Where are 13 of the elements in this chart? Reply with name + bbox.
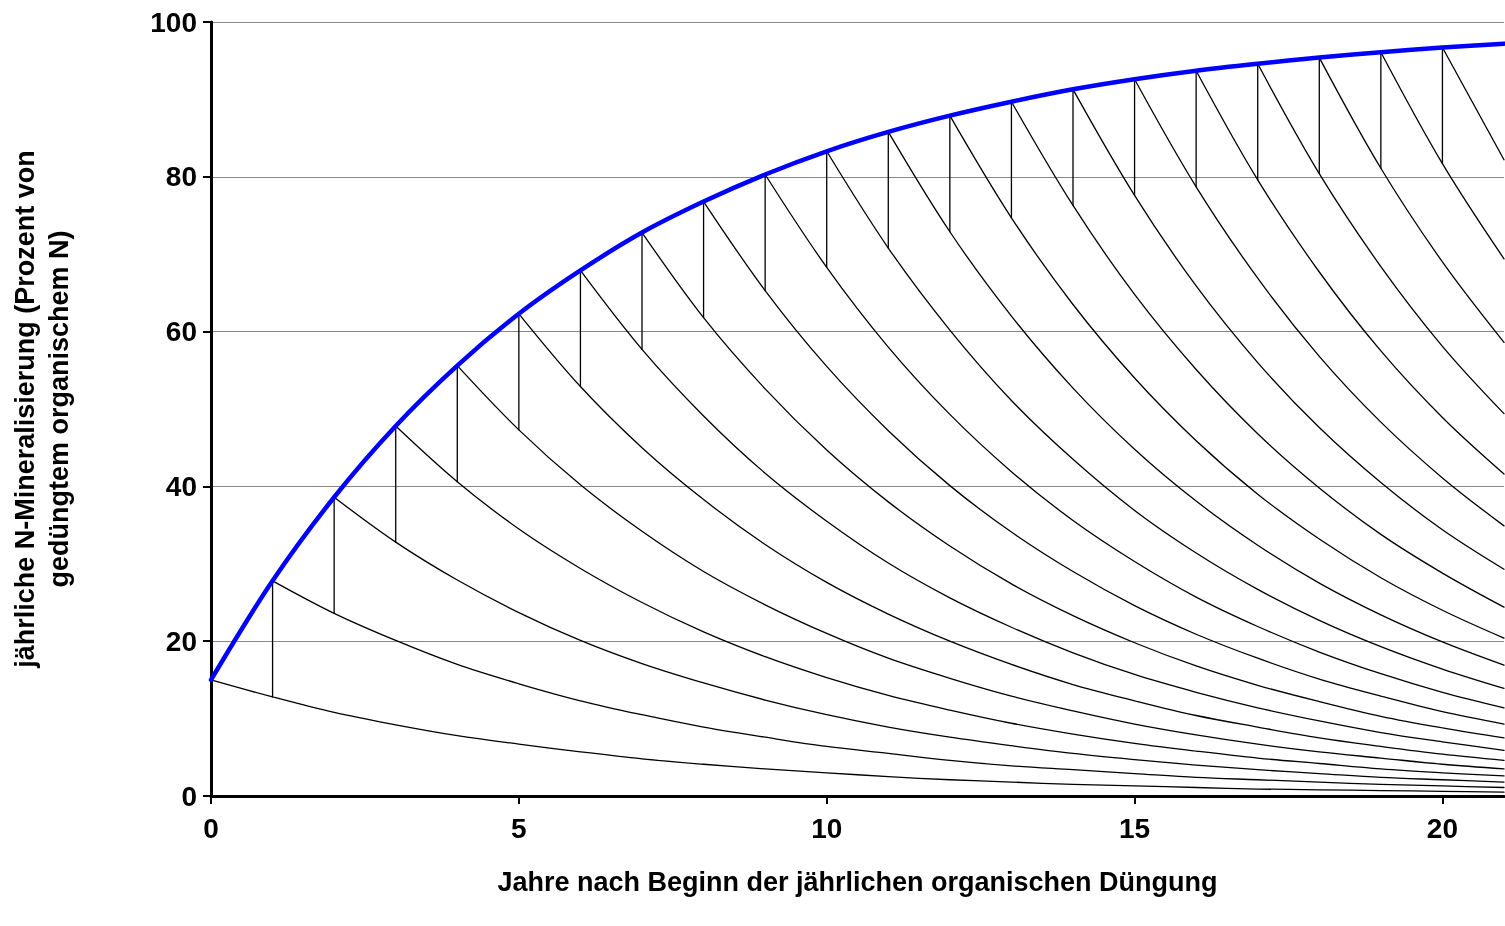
y-tick-label: 0 [181,780,197,812]
x-axis-title: Jahre nach Beginn der jährlichen organischen Düngung [497,866,1218,897]
y-tick-label: 60 [165,316,197,348]
y-tick-label: 40 [165,470,197,502]
x-tick-label: 15 [1118,812,1151,844]
x-tick-label: 0 [203,812,219,844]
y-tick-label: 100 [150,6,197,38]
y-tick-label: 80 [165,161,197,193]
y-axis-title: jährliche N-Mineralisierung (Prozent von gedüngtem organischem N) [10,150,74,669]
x-tick-label: 10 [811,812,843,844]
y-tick-label: 20 [165,625,197,657]
x-tick-label: 20 [1426,812,1459,844]
x-tick-label: 5 [511,812,527,844]
